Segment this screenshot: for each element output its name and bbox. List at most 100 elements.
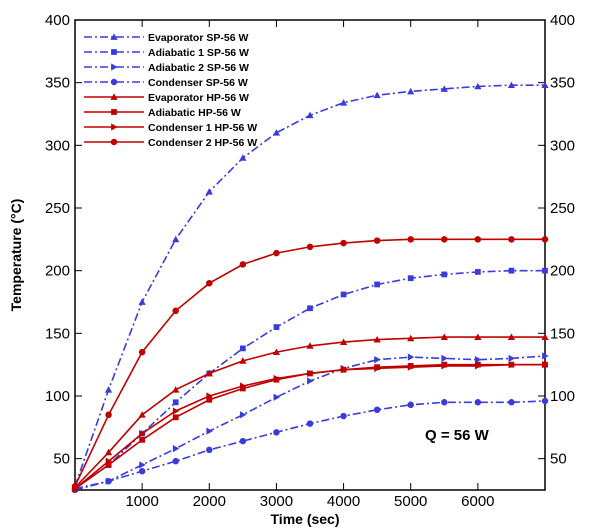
legend-label: Condenser 2 HP-56 W (148, 137, 257, 149)
data-point (71, 483, 79, 490)
x-tick-label: 4000 (327, 493, 360, 510)
data-point (138, 348, 146, 356)
legend-item: Evaporator HP-56 W (84, 92, 249, 104)
data-point (239, 411, 247, 419)
data-point (111, 109, 117, 115)
data-point (441, 362, 448, 370)
data-point (172, 307, 179, 315)
annotation-q: Q = 56 W (425, 427, 490, 444)
data-point (105, 462, 112, 468)
data-point (542, 361, 549, 369)
series-line (74, 269, 545, 490)
x-tick-label: 5000 (394, 493, 427, 510)
legend-label: Adiabatic 1 SP-56 W (148, 47, 249, 59)
data-point (373, 91, 381, 99)
data-point (239, 357, 247, 364)
data-point (306, 342, 314, 349)
data-point (373, 336, 381, 343)
data-point (307, 305, 313, 312)
data-point (138, 298, 146, 305)
data-point (105, 477, 112, 485)
data-point (272, 129, 281, 136)
data-point (105, 411, 112, 419)
data-point (407, 363, 415, 371)
series-8 (71, 236, 549, 490)
data-point (441, 354, 448, 362)
data-point (307, 369, 314, 378)
data-point (172, 399, 179, 406)
data-point (508, 354, 516, 362)
y-tick-label-right: 150 (550, 325, 575, 342)
data-point (104, 386, 113, 393)
y-tick-label-right: 400 (550, 12, 575, 29)
data-point (206, 279, 213, 287)
y-tick-label-right: 50 (550, 451, 567, 468)
data-point (110, 78, 118, 86)
data-point (111, 123, 118, 131)
y-tick-label-left: 100 (45, 388, 70, 405)
data-point (306, 243, 314, 251)
data-point (110, 33, 118, 40)
data-point (374, 281, 381, 288)
data-point (239, 385, 246, 392)
data-point (340, 239, 347, 247)
data-point (273, 324, 280, 330)
series-4 (71, 397, 549, 494)
legend-label: Condenser SP-56 W (148, 77, 248, 89)
series-1 (71, 81, 549, 490)
y-tick-label-right: 300 (550, 137, 575, 154)
series-5 (71, 333, 549, 491)
data-point (440, 333, 448, 340)
data-point (407, 87, 415, 95)
data-point (307, 377, 314, 385)
data-point (205, 188, 213, 195)
y-tick-label-left: 200 (45, 263, 70, 280)
data-point (407, 236, 414, 243)
y-tick-label-right: 200 (550, 263, 575, 280)
data-point (139, 461, 146, 469)
y-tick-label-left: 150 (45, 325, 70, 342)
data-point (541, 81, 549, 89)
data-point (474, 362, 482, 370)
data-point (239, 382, 247, 390)
data-point (205, 369, 213, 377)
data-point (172, 457, 179, 465)
data-point (507, 81, 516, 89)
data-point (374, 364, 381, 373)
legend-item: Adiabatic HP-56 W (84, 107, 241, 119)
data-point (306, 420, 314, 427)
y-tick-label-right: 350 (550, 75, 575, 92)
data-point (474, 333, 482, 340)
data-point (105, 457, 113, 465)
plot-area (74, 19, 546, 491)
data-point (206, 392, 213, 400)
data-point (373, 406, 381, 414)
legend-label: Evaporator HP-56 W (148, 92, 249, 104)
data-point (139, 436, 146, 443)
data-point (542, 267, 548, 274)
data-point (339, 338, 348, 345)
data-point (273, 249, 280, 257)
data-point (407, 275, 414, 282)
data-point (508, 236, 515, 243)
data-point (110, 138, 118, 146)
data-point (138, 467, 146, 475)
data-point (541, 333, 549, 340)
y-tick-label-right: 250 (550, 200, 575, 217)
legend-item: Condenser 1 HP-56 W (84, 122, 257, 134)
data-point (206, 427, 213, 435)
legend-label: Adiabatic HP-56 W (148, 107, 241, 119)
y-axis-title: Temperature (°C) (8, 199, 24, 312)
legend-label: Adiabatic 2 SP-56 W (148, 62, 249, 74)
legend-item: Condenser 2 HP-56 W (84, 137, 257, 149)
x-tick-label: 3000 (260, 493, 293, 510)
data-point (111, 63, 118, 71)
series-layer (71, 81, 549, 494)
series-7 (72, 361, 549, 493)
x-tick-label: 6000 (461, 493, 494, 510)
data-point (172, 407, 180, 415)
data-point (239, 261, 247, 268)
data-point (239, 437, 247, 445)
data-point (441, 236, 448, 243)
data-point (340, 366, 348, 374)
